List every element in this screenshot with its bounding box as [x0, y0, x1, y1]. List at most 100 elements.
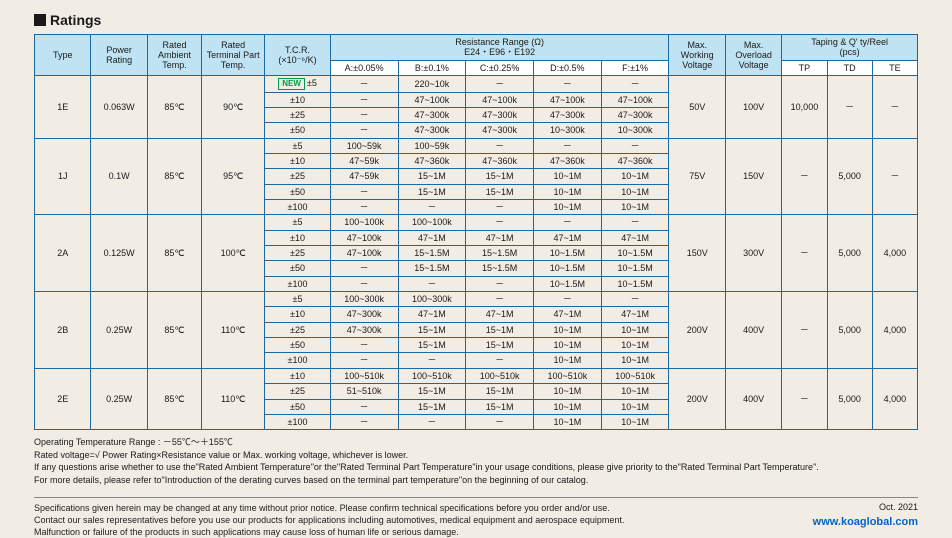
cell-tol-f: 47~1M	[601, 230, 669, 245]
th-work-v: Max. Working Voltage	[669, 35, 725, 76]
cell-tol-b: 15~1.5M	[398, 261, 466, 276]
cell-tol-f: 47~300k	[601, 107, 669, 122]
cell-tol-a: －	[330, 184, 398, 199]
cell-tp: －	[782, 368, 827, 429]
section-title: Ratings	[34, 12, 918, 28]
cell-tol-c: 47~1M	[466, 307, 534, 322]
cell-tol-d: 47~300k	[533, 107, 601, 122]
th-te: TE	[872, 60, 917, 75]
cell-tol-b: －	[398, 276, 466, 291]
cell-tcr: ±25	[265, 246, 330, 261]
cell-over-v: 400V	[725, 292, 781, 369]
cell-type: 2B	[35, 292, 91, 369]
cell-tcr: ±5	[265, 138, 330, 153]
cell-te: －	[872, 76, 917, 139]
cell-tol-f: 10~1M	[601, 200, 669, 215]
th-tol-d: D:±0.5%	[533, 60, 601, 75]
cell-work-v: 50V	[669, 76, 725, 139]
cell-tol-d: －	[533, 215, 601, 230]
cell-tol-c: 15~1M	[466, 399, 534, 414]
cell-tol-a: 47~59k	[330, 154, 398, 169]
new-badge: NEW	[278, 78, 305, 90]
table-row: 2A0.125W85℃100℃±5100~100k100~100k－－－150V…	[35, 215, 918, 230]
cell-tcr: ±50	[265, 123, 330, 138]
disclaimer-line: Contact our sales representatives before…	[34, 514, 624, 526]
cell-tol-c: 47~300k	[466, 123, 534, 138]
cell-tol-a: －	[330, 123, 398, 138]
cell-tol-d: 10~1M	[533, 353, 601, 368]
cell-tol-b: －	[398, 200, 466, 215]
th-tol-a: A:±0.05%	[330, 60, 398, 75]
cell-ambient: 85℃	[147, 76, 201, 139]
cell-tol-b: 100~510k	[398, 368, 466, 383]
cell-tol-f: 10~1M	[601, 184, 669, 199]
cell-tol-a: 47~300k	[330, 307, 398, 322]
th-taping: Taping & Q' ty/Reel(pcs)	[782, 35, 918, 61]
cell-tcr: ±25	[265, 384, 330, 399]
ratings-table: Type Power Rating Rated Ambient Temp. Ra…	[34, 34, 918, 430]
cell-tol-d: 100~510k	[533, 368, 601, 383]
cell-terminal: 90℃	[202, 76, 265, 139]
footer-right: Oct. 2021 www.koaglobal.com	[813, 502, 918, 528]
cell-tcr: ±25	[265, 322, 330, 337]
cell-tol-b: 15~1.5M	[398, 246, 466, 261]
cell-tol-a: －	[330, 338, 398, 353]
cell-power: 0.063W	[91, 76, 147, 139]
cell-tol-c: －	[466, 292, 534, 307]
cell-tol-a: －	[330, 92, 398, 107]
footer-url: www.koaglobal.com	[813, 516, 918, 528]
cell-tol-c: －	[466, 414, 534, 429]
note-line: Operating Temperature Range : －55℃～＋155℃	[34, 436, 918, 449]
cell-tol-a: 100~100k	[330, 215, 398, 230]
cell-type: 1E	[35, 76, 91, 139]
th-tol-b: B:±0.1%	[398, 60, 466, 75]
cell-tol-c: －	[466, 276, 534, 291]
cell-tol-b: 220~10k	[398, 76, 466, 93]
cell-tol-c: －	[466, 76, 534, 93]
cell-td: 5,000	[827, 215, 872, 292]
cell-te: 4,000	[872, 368, 917, 429]
footer-date: Oct. 2021	[813, 502, 918, 512]
cell-tol-f: 47~360k	[601, 154, 669, 169]
cell-tp: －	[782, 292, 827, 369]
cell-tol-c: 15~1M	[466, 338, 534, 353]
cell-tol-c: 15~1M	[466, 184, 534, 199]
cell-tol-d: 10~300k	[533, 123, 601, 138]
cell-tol-a: 47~59k	[330, 169, 398, 184]
cell-terminal: 110℃	[202, 292, 265, 369]
cell-te: 4,000	[872, 292, 917, 369]
cell-tol-c: 47~100k	[466, 92, 534, 107]
cell-tol-b: 47~360k	[398, 154, 466, 169]
cell-tol-b: 47~1M	[398, 307, 466, 322]
th-td: TD	[827, 60, 872, 75]
cell-tol-a: 47~100k	[330, 246, 398, 261]
th-terminal: Rated Terminal Part Temp.	[202, 35, 265, 76]
cell-tol-a: 100~300k	[330, 292, 398, 307]
cell-tol-c: 15~1M	[466, 322, 534, 337]
cell-tol-a: 100~59k	[330, 138, 398, 153]
cell-tol-c: 15~1M	[466, 384, 534, 399]
table-row: 2E0.25W85℃110℃±10100~510k100~510k100~510…	[35, 368, 918, 383]
cell-tol-b: 15~1M	[398, 184, 466, 199]
cell-td: －	[827, 76, 872, 139]
cell-tol-c: 15~1M	[466, 169, 534, 184]
cell-tol-c: －	[466, 215, 534, 230]
cell-tol-a: 51~510k	[330, 384, 398, 399]
cell-tcr: ±10	[265, 368, 330, 383]
th-ambient: Rated Ambient Temp.	[147, 35, 201, 76]
cell-tol-d: 10~1.5M	[533, 246, 601, 261]
cell-tol-c: 47~360k	[466, 154, 534, 169]
cell-power: 0.25W	[91, 368, 147, 429]
cell-tol-f: 47~100k	[601, 92, 669, 107]
cell-tol-d: 10~1M	[533, 200, 601, 215]
footer-separator	[34, 497, 918, 498]
cell-tol-f: 10~1.5M	[601, 261, 669, 276]
disclaimer-text: Specifications given herein may be chang…	[34, 502, 624, 538]
cell-te: 4,000	[872, 215, 917, 292]
cell-tcr: ±25	[265, 169, 330, 184]
cell-tol-d: 10~1.5M	[533, 261, 601, 276]
notes-block: Operating Temperature Range : －55℃～＋155℃…	[34, 436, 918, 486]
cell-tcr: NEW±5	[265, 76, 330, 93]
cell-tol-f: 47~1M	[601, 307, 669, 322]
cell-tol-b: 47~300k	[398, 123, 466, 138]
